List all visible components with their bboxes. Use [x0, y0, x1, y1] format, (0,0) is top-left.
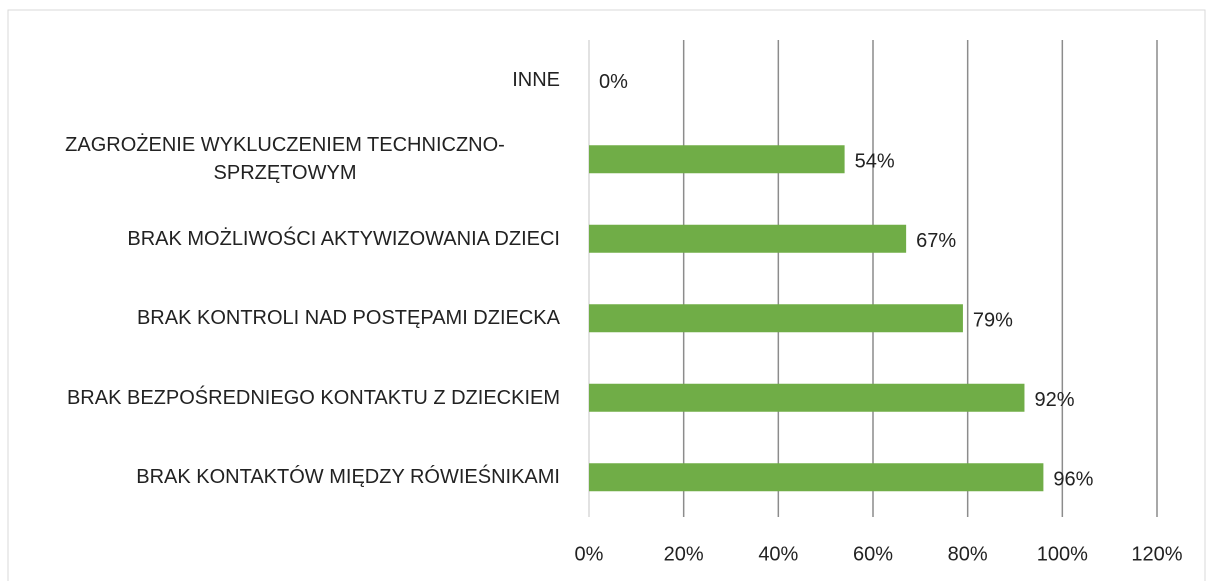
data-label: 92% [1034, 389, 1074, 411]
category-text: BRAK KONTROLI NAD POSTĘPAMI DZIECKA [136, 307, 560, 330]
x-tick-label: 0% [575, 543, 604, 565]
data-label: 79% [973, 310, 1013, 332]
bar [589, 383, 1025, 412]
y-tick-label: BRAK KONTAKTÓW MIĘDZY RÓWIEŚNIKAMI [0, 463, 560, 491]
data-label: 96% [1053, 469, 1093, 491]
x-tick-label: 80% [948, 543, 988, 565]
category-text: BRAK KONTAKTÓW MIĘDZY RÓWIEŚNIKAMI [136, 466, 560, 489]
category-text: ZAGROŻENIE WYKLUCZENIEM TECHNICZNO-SPRZĘ… [65, 134, 505, 185]
bar [589, 304, 963, 333]
y-tick-label: BRAK MOŻLIWOŚCI AKTYWIZOWANIA DZIECI [0, 225, 560, 253]
category-text: BRAK BEZPOŚREDNIEGO KONTAKTU Z DZIECKIEM [66, 386, 560, 409]
bar [589, 145, 845, 174]
data-label: 67% [916, 230, 956, 252]
bar [589, 224, 907, 253]
data-label: 54% [855, 151, 895, 173]
chart-frame [7, 9, 1206, 581]
x-tick-label: 40% [758, 543, 798, 565]
y-tick-label: BRAK BEZPOŚREDNIEGO KONTAKTU Z DZIECKIEM [0, 384, 560, 412]
x-tick-label: 100% [1037, 543, 1088, 565]
x-tick-label: 20% [664, 543, 704, 565]
data-label: 0% [599, 71, 628, 93]
category-text: INNE [512, 68, 560, 91]
y-tick-label: BRAK KONTROLI NAD POSTĘPAMI DZIECKA [0, 304, 560, 332]
x-tick-label: 120% [1131, 543, 1182, 565]
y-tick-label: ZAGROŻENIE WYKLUCZENIEM TECHNICZNO-SPRZĘ… [0, 131, 560, 187]
category-text: BRAK MOŻLIWOŚCI AKTYWIZOWANIA DZIECI [127, 227, 560, 250]
y-tick-label: INNE [0, 66, 560, 94]
x-tick-label: 60% [853, 543, 893, 565]
bar [589, 463, 1044, 492]
